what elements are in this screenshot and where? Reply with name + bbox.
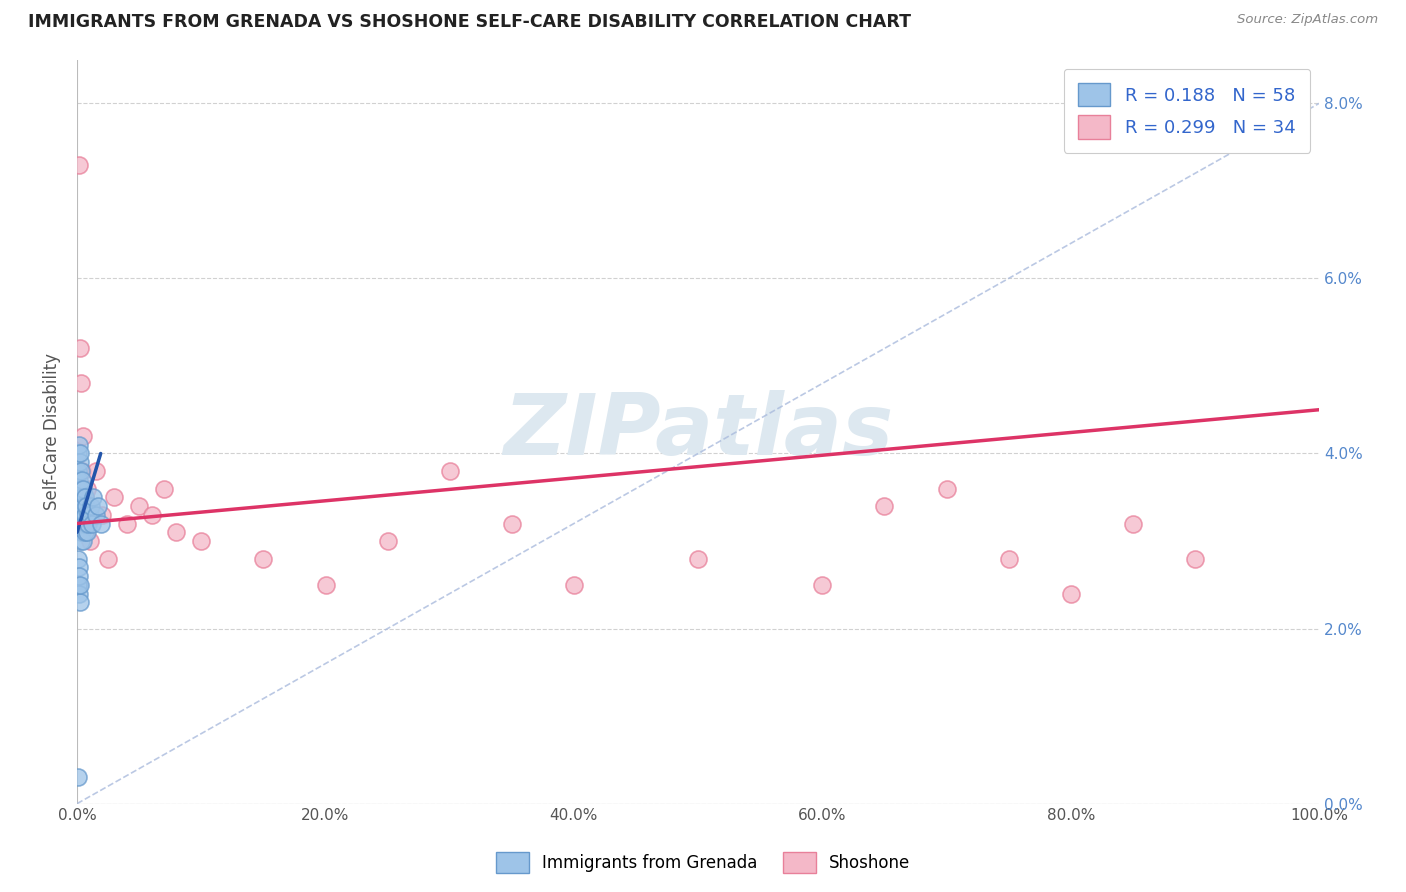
Point: [77, 516, 100, 531]
Point: [69, 446, 91, 460]
Point: [66, 464, 89, 478]
Point: [67, 438, 90, 452]
Point: [72, 516, 94, 531]
Point: [73, 516, 96, 531]
Point: [79, 534, 101, 549]
Point: [141, 508, 163, 522]
Point: [166, 525, 188, 540]
Point: [66, 770, 89, 784]
Point: [69, 508, 91, 522]
Point: [87, 499, 110, 513]
Point: [80, 499, 103, 513]
Point: [873, 499, 896, 513]
Point: [69, 464, 91, 478]
Point: [69, 516, 91, 531]
Point: [72, 534, 94, 549]
Point: [75, 508, 97, 522]
Text: IMMIGRANTS FROM GRENADA VS SHOSHONE SELF-CARE DISABILITY CORRELATION CHART: IMMIGRANTS FROM GRENADA VS SHOSHONE SELF…: [28, 13, 911, 31]
Point: [67, 490, 90, 504]
Point: [69, 455, 91, 469]
Point: [1184, 551, 1206, 566]
Point: [69, 516, 91, 531]
Point: [72, 429, 94, 443]
Point: [69, 482, 91, 496]
Point: [73, 490, 96, 504]
Point: [67, 490, 90, 504]
Point: [72, 508, 94, 522]
Y-axis label: Self-Care Disability: Self-Care Disability: [44, 353, 60, 510]
Text: Source: ZipAtlas.com: Source: ZipAtlas.com: [1237, 13, 1378, 27]
Point: [67, 516, 90, 531]
Point: [75, 516, 97, 531]
Point: [69, 595, 91, 609]
Point: [315, 578, 337, 592]
Point: [75, 499, 97, 513]
Point: [1122, 516, 1144, 531]
Legend: Immigrants from Grenada, Shoshone: Immigrants from Grenada, Shoshone: [489, 846, 917, 880]
Point: [153, 482, 176, 496]
Legend: R = 0.188   N = 58, R = 0.299   N = 34: R = 0.188 N = 58, R = 0.299 N = 34: [1063, 69, 1310, 153]
Point: [935, 482, 957, 496]
Point: [66, 508, 89, 522]
Point: [69, 578, 91, 592]
Point: [115, 516, 138, 531]
Point: [67, 578, 90, 592]
Point: [76, 525, 98, 540]
Point: [66, 578, 89, 592]
Point: [103, 490, 125, 504]
Point: [76, 482, 98, 496]
Point: [67, 490, 90, 504]
Point: [70, 490, 93, 504]
Text: ZIPatlas: ZIPatlas: [503, 390, 893, 473]
Point: [69, 342, 91, 356]
Point: [67, 551, 90, 566]
Point: [439, 464, 461, 478]
Point: [84, 508, 107, 522]
Point: [67, 569, 90, 583]
Point: [67, 158, 90, 172]
Point: [69, 499, 91, 513]
Point: [377, 534, 399, 549]
Point: [72, 473, 94, 487]
Point: [67, 586, 90, 600]
Point: [79, 508, 101, 522]
Point: [688, 551, 710, 566]
Point: [67, 499, 90, 513]
Point: [811, 578, 834, 592]
Point: [70, 516, 93, 531]
Point: [501, 516, 523, 531]
Point: [69, 499, 91, 513]
Point: [70, 464, 93, 478]
Point: [80, 516, 103, 531]
Point: [72, 482, 94, 496]
Point: [252, 551, 274, 566]
Point: [69, 490, 91, 504]
Point: [72, 499, 94, 513]
Point: [90, 516, 112, 531]
Point: [67, 508, 90, 522]
Point: [67, 560, 90, 574]
Point: [69, 525, 91, 540]
Point: [70, 508, 93, 522]
Point: [1060, 586, 1083, 600]
Point: [73, 490, 96, 504]
Point: [190, 534, 212, 549]
Point: [562, 578, 585, 592]
Point: [67, 446, 90, 460]
Point: [84, 464, 107, 478]
Point: [97, 551, 120, 566]
Point: [73, 525, 96, 540]
Point: [997, 551, 1019, 566]
Point: [128, 499, 150, 513]
Point: [69, 534, 91, 549]
Point: [67, 482, 90, 496]
Point: [70, 525, 93, 540]
Point: [90, 508, 112, 522]
Point: [69, 376, 91, 391]
Point: [82, 490, 104, 504]
Point: [76, 508, 98, 522]
Point: [67, 473, 90, 487]
Point: [70, 482, 93, 496]
